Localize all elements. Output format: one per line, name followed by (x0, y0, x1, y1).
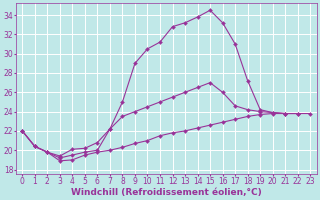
X-axis label: Windchill (Refroidissement éolien,°C): Windchill (Refroidissement éolien,°C) (71, 188, 262, 197)
